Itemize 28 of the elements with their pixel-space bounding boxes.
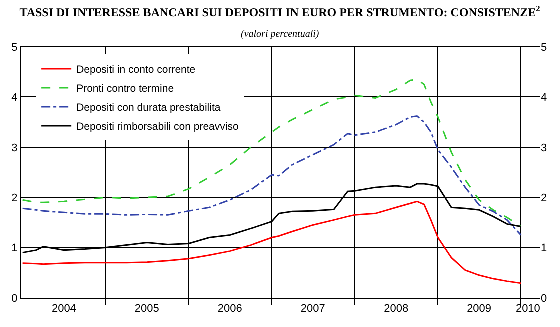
y2-tick-label: 4 bbox=[541, 92, 548, 104]
line-series bbox=[22, 200, 522, 284]
legend-label: Pronti contro termine bbox=[76, 83, 174, 96]
y2-tick-label: 5 bbox=[541, 42, 548, 54]
chart-subtitle: (valori percentuali) bbox=[241, 29, 320, 40]
line-series bbox=[22, 116, 522, 236]
y2-tick-label: 2 bbox=[541, 192, 548, 204]
legend-label: Depositi con durata prestabilita bbox=[76, 102, 221, 114]
y-tick-label: 1 bbox=[12, 242, 18, 255]
chart-title: TASSI DI INTERESSE BANCARI SUI DEPOSITI IN EURO PER STRUMENTO: CONSISTENZE$^{2}$ bbox=[20, 4, 540, 20]
x-tick-label: 2010 bbox=[516, 303, 540, 316]
y-tick-label: 2 bbox=[12, 192, 18, 204]
x-tick-label: 2005 bbox=[134, 303, 160, 316]
x-tick-label: 2008 bbox=[384, 303, 409, 316]
y-tick-label: 5 bbox=[12, 42, 18, 54]
x-tick-label: 2007 bbox=[300, 303, 326, 316]
y2-tick-label: 0 bbox=[541, 292, 548, 305]
y-tick-label: 4 bbox=[12, 92, 18, 104]
x-tick-label: 2006 bbox=[218, 303, 242, 316]
y2-tick-label: 1 bbox=[541, 242, 548, 255]
y-tick-label: 3 bbox=[12, 142, 18, 154]
y-tick-label: 0 bbox=[12, 292, 18, 305]
y2-tick-label: 3 bbox=[541, 142, 548, 154]
legend-label: Depositi rimborsabili con preavviso bbox=[76, 121, 239, 134]
legend-label: Depositi in conto corrente bbox=[76, 64, 196, 76]
x-tick-label: 2009 bbox=[467, 303, 492, 316]
line-series bbox=[22, 78, 522, 228]
x-tick-label: 2004 bbox=[52, 303, 76, 316]
